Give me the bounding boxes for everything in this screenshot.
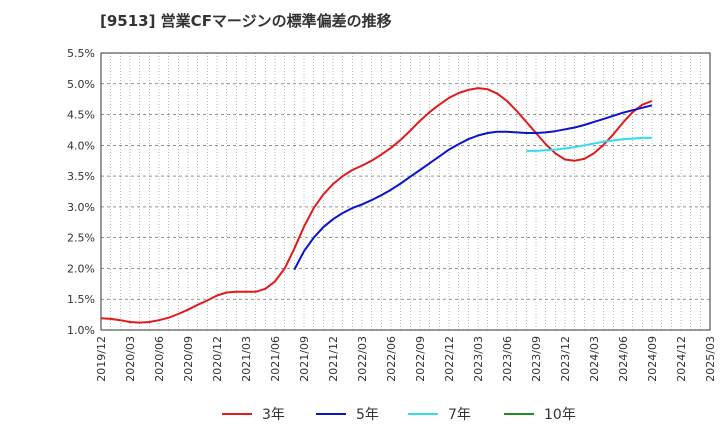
x-tick-label: 2023/03 [472,336,485,382]
y-tick-label: 5.0% [67,78,95,91]
x-tick-label: 2020/03 [124,336,137,382]
y-tick-label: 3.5% [67,170,95,183]
series-layer [100,87,653,324]
plot-frame [100,52,711,331]
legend-label: 5年 [356,407,379,423]
x-tick-label: 2024/03 [588,336,601,382]
legend-label: 3年 [262,407,285,423]
x-tick-label: 2020/09 [182,336,195,382]
x-tick-label: 2021/09 [298,336,311,382]
series-line-5年 [293,104,653,271]
x-tick-label: 2022/03 [356,336,369,382]
y-tick-label: 4.0% [67,139,95,152]
x-tick-label: 2021/06 [269,336,282,382]
x-tick-label: 2022/12 [443,336,456,382]
x-tick-label: 2024/12 [675,336,688,382]
x-tick-label: 2025/03 [704,336,717,382]
axis-layer: 1.0% 1.5% 2.0% 2.5% 3.0% 3.5% 4.0% 4.5% 5.0% 5.5%… [67,47,717,382]
x-tick-label: 2024/06 [617,336,630,382]
x-tick-label: 2021/12 [327,336,340,382]
y-tick-label: 1.0% [67,324,95,337]
x-tick-label: 2023/12 [559,336,572,382]
chart-title: [9513] 営業CFマージンの標準偏差の推移 [100,12,392,30]
series-line-3年 [100,87,653,324]
x-tick-label: 2020/12 [211,336,224,382]
y-tick-label: 1.5% [67,293,95,306]
y-tick-label: 5.5% [67,47,95,60]
legend: 3年 5年 7年 10年 [222,407,576,423]
legend-label: 10年 [544,407,576,423]
x-tick-label: 2024/09 [646,336,659,382]
x-tick-label: 2022/09 [414,336,427,382]
series-line-7年 [526,136,652,152]
x-tick-label: 2023/06 [501,336,514,382]
x-tick-label: 2019/12 [95,336,108,382]
x-tick-label: 2021/03 [240,336,253,382]
grid-layer [100,52,711,331]
y-tick-label: 2.0% [67,262,95,275]
x-tick-label: 2023/09 [530,336,543,382]
y-tick-label: 3.0% [67,201,95,214]
x-tick-label: 2022/06 [385,336,398,382]
y-tick-label: 4.5% [67,109,95,122]
y-tick-label: 2.5% [67,232,95,245]
x-tick-label: 2020/06 [153,336,166,382]
legend-label: 7年 [448,407,471,423]
